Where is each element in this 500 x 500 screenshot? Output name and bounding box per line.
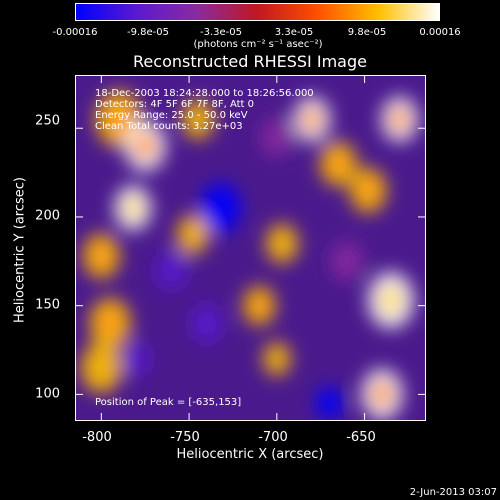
heatmap-hot-core [134, 131, 157, 161]
x-axis-label: Heliocentric X (arcsec) [176, 447, 324, 462]
footer-timestamp: 2-Jun-2013 03:07 [409, 487, 497, 498]
x-tick-label: -800 [82, 430, 112, 445]
heatmap-hot-blob [266, 223, 299, 264]
colorbar-units: (photons cm⁻² s⁻¹ asec⁻²) [193, 39, 323, 50]
colorbar-tick: 9.8e-05 [347, 27, 387, 38]
heatmap-hot-blob [176, 215, 209, 255]
y-tick-label: 150 [35, 297, 60, 313]
colorbar-tick: -3.3e-05 [200, 27, 242, 38]
heatmap-cold-blob [260, 117, 293, 157]
x-tick-label: -650 [346, 430, 376, 445]
heatmap-cold-blob [315, 386, 344, 421]
heatmap-hot-core [250, 294, 268, 317]
colorbar-tick: 0.00016 [419, 27, 461, 38]
heatmap-hot-core [371, 380, 394, 409]
heatmap-cold-blob [122, 342, 151, 376]
heatmap-hot-core [389, 106, 410, 132]
heatmap-hot-blob [181, 99, 214, 140]
y-tick-label: 200 [35, 208, 60, 224]
heatmap-hot-core [378, 284, 404, 317]
annotation-energy: Energy Range: 25.0 - 50.0 keV [95, 110, 248, 121]
annotation-detectors: Detectors: 4F 5F 6F 7F 8F, Att 0 [95, 99, 255, 110]
plot-frame [75, 75, 426, 421]
colorbar [75, 3, 440, 21]
x-tick-label: -750 [170, 430, 200, 445]
plot-axes [75, 75, 426, 421]
y-tick-label: 250 [35, 113, 60, 129]
heatmap-hot-core [302, 106, 322, 132]
y-axis-label: Heliocentric Y (arcsec) [12, 177, 28, 323]
colorbar-tick: -9.8e-05 [127, 27, 169, 38]
annotation-peak: Position of Peak = [-635,153] [95, 397, 242, 408]
chart-title: Reconstructed RHESSI Image [133, 52, 367, 71]
heatmap-plot [75, 75, 426, 421]
heatmap-hot-blob [263, 342, 291, 376]
y-tick-label: 100 [35, 386, 60, 402]
x-tick-label: -700 [258, 430, 288, 445]
heatmap-cold-blob [155, 250, 188, 290]
heatmap-hot-core [99, 309, 122, 338]
heatmap-cold-blob [190, 303, 223, 344]
heatmap-hot-core [328, 151, 349, 177]
annotation-time-range: 18-Dec-2003 18:24:28.000 to 18:26:56.000 [95, 88, 314, 99]
colorbar-tick: -0.00016 [52, 27, 98, 38]
heatmap-hot-core [91, 243, 112, 269]
heatmap-hot-core [358, 177, 378, 203]
colorbar-tick: 3.3e-05 [274, 27, 314, 38]
heatmap-blobs [80, 91, 418, 421]
heatmap-hot-core [106, 103, 132, 136]
heatmap-hot-core [123, 195, 143, 221]
heatmap-cold-blob [331, 241, 363, 281]
annotation-clean: Clean Total counts: 3.27e+03 [95, 121, 243, 132]
heatmap-hot-blob [80, 342, 122, 394]
heatmap-cold-blob [200, 182, 242, 234]
